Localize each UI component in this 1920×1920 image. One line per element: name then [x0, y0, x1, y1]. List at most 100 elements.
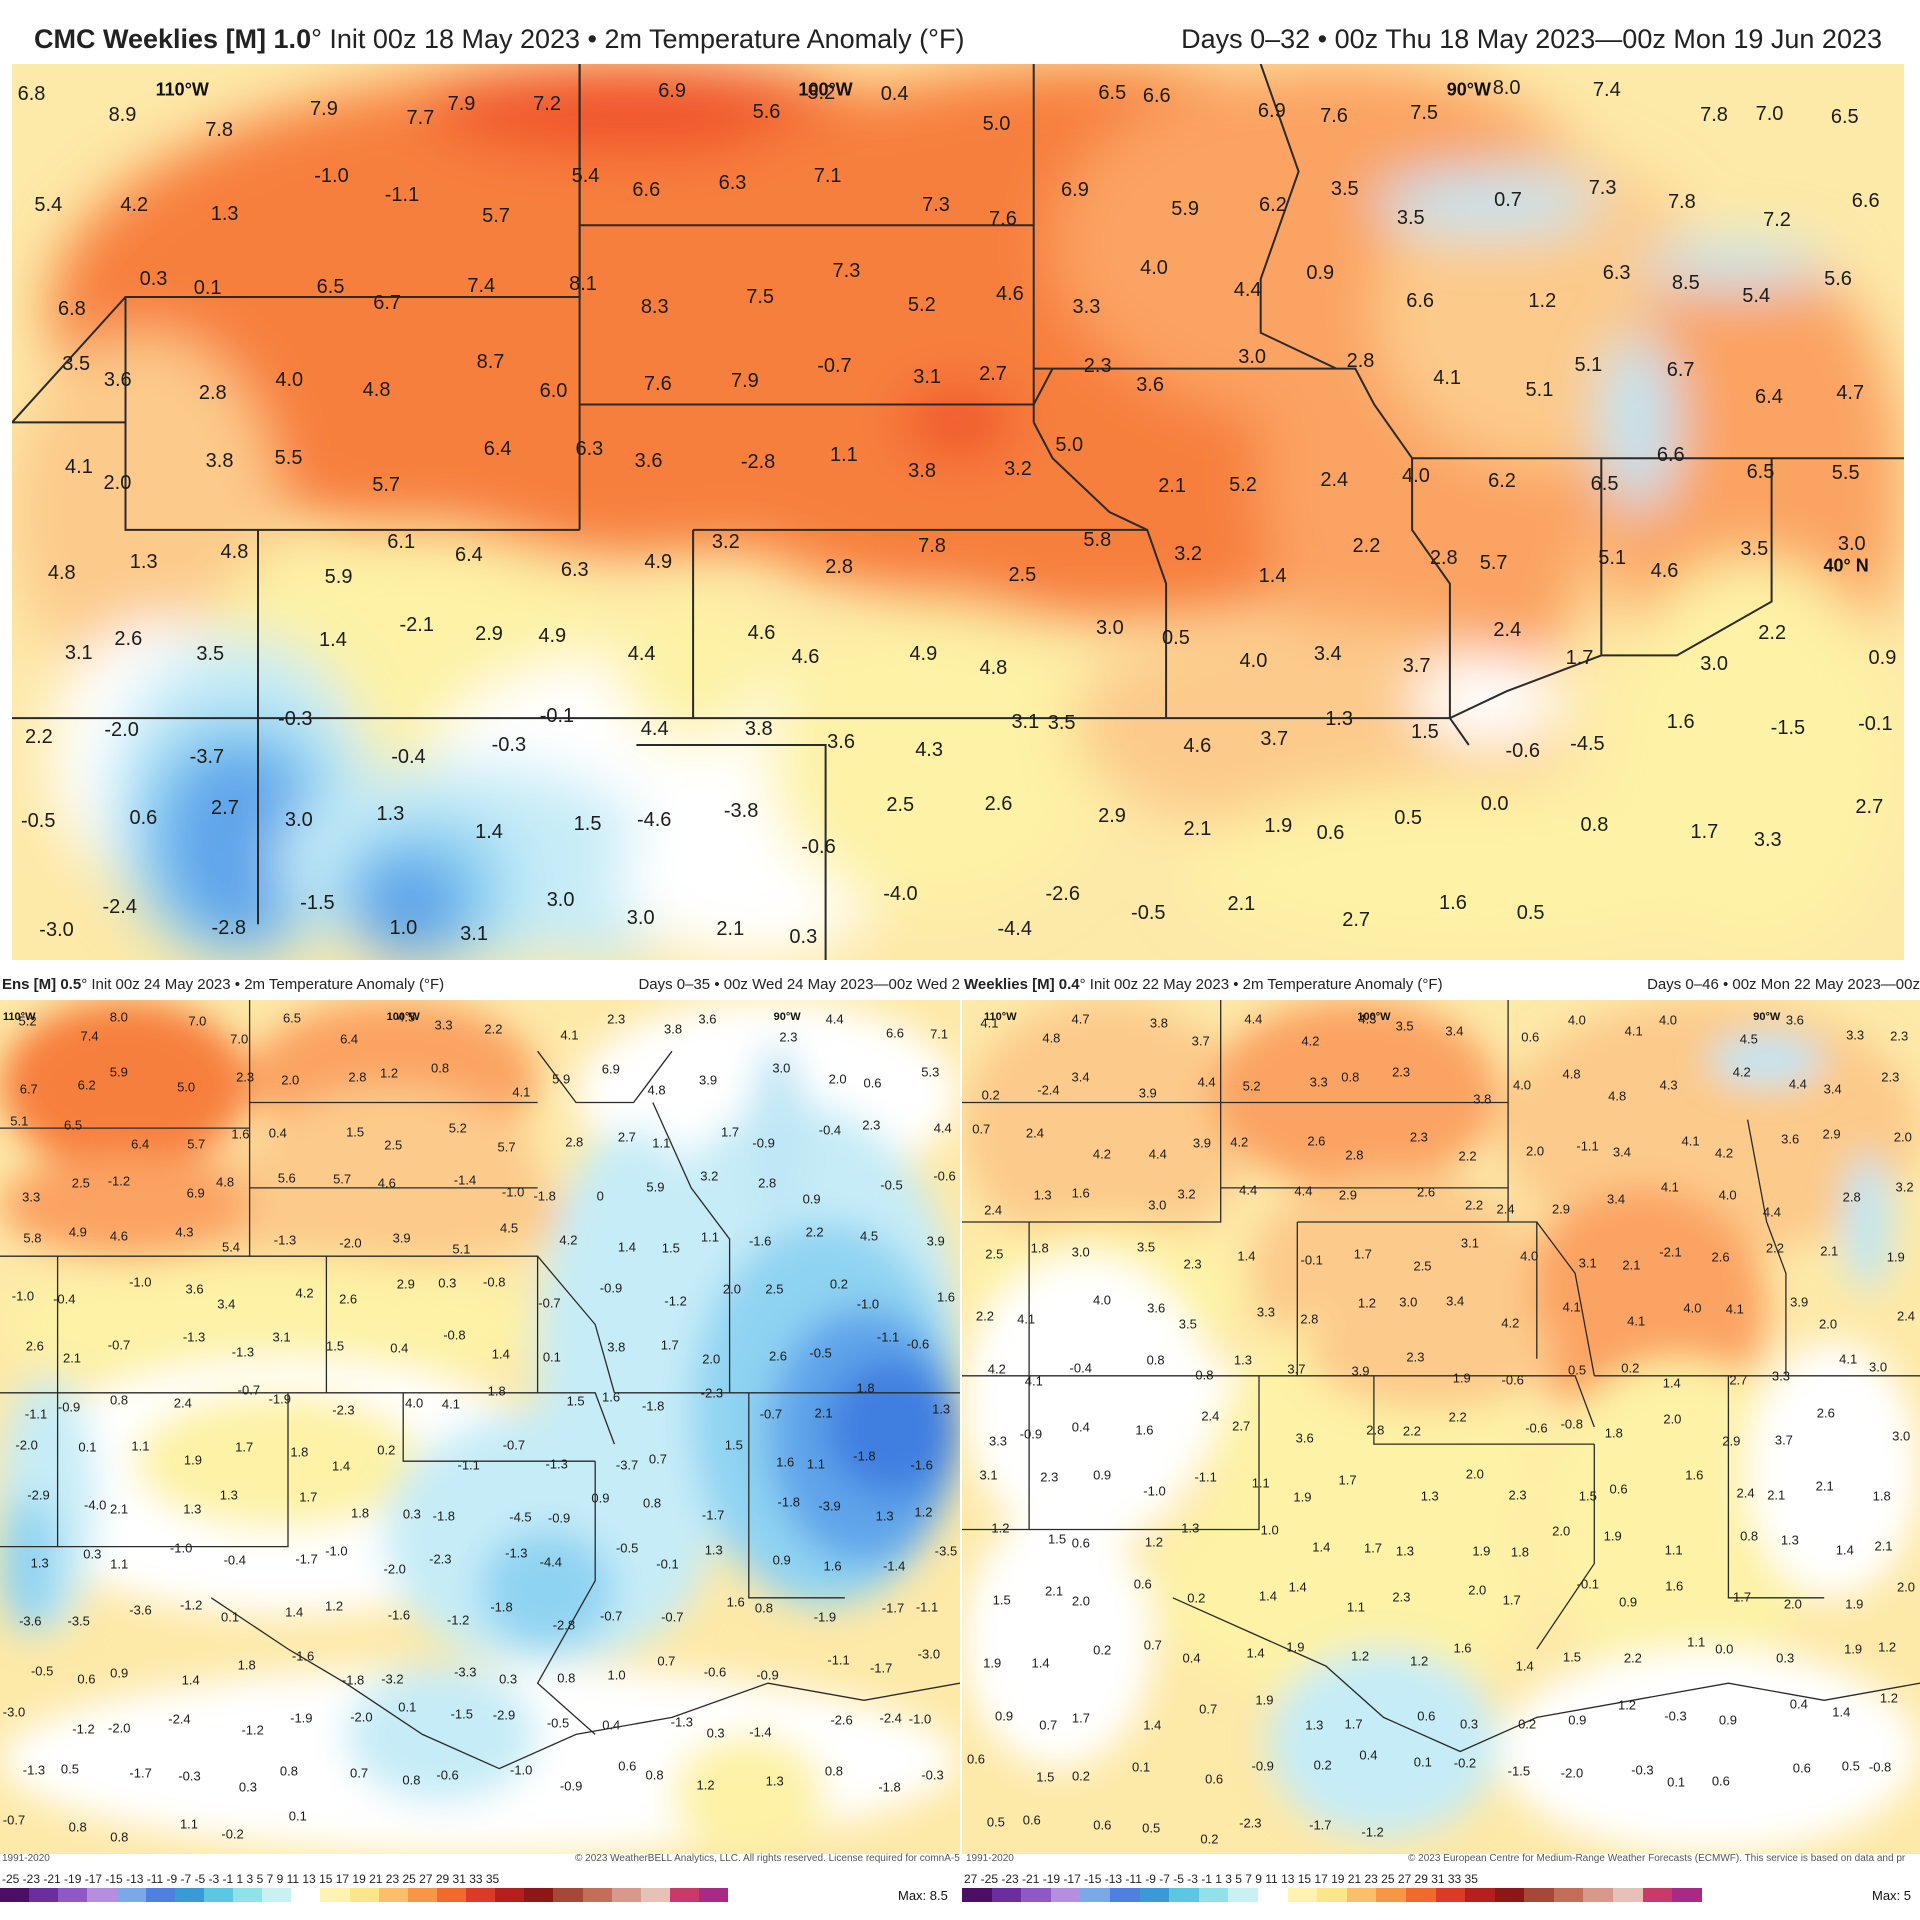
bottom_right-state-border: [1296, 1222, 1595, 1428]
anomaly-value-label: 6.8: [17, 82, 46, 105]
anomaly-value-label: 4.7: [1071, 1011, 1090, 1027]
anomaly-value-label: -2.8: [740, 450, 776, 473]
anomaly-value-label: -0.3: [278, 708, 313, 730]
anomaly-value-label: 2.0: [1893, 1129, 1912, 1145]
top-map-header: CMC Weeklies [M] 1.0° Init 00z 18 May 20…: [0, 0, 1920, 60]
anomaly-value-label: 0.4: [602, 1717, 621, 1733]
anomaly-value-label: 1.6: [776, 1454, 795, 1470]
colorbar-swatch: [233, 1888, 263, 1902]
anomaly-value-label: 6.0: [539, 379, 568, 402]
anomaly-value-label: 0.7: [1199, 1701, 1218, 1717]
anomaly-value-label: 0.3: [438, 1275, 457, 1291]
anomaly-value-label: 3.2: [1177, 1186, 1196, 1202]
top-map-title: CMC Weeklies [M] 1.0: [34, 24, 312, 54]
bottom-left-colorbar: -25 -23 -21 -19 -17 -15 -13 -11 -9 -7 -5…: [0, 1870, 960, 1916]
anomaly-value-label: 1.3: [932, 1401, 951, 1417]
bottom_right-shading: [962, 1000, 1920, 1854]
anomaly-value-label: 2.4: [1320, 468, 1349, 491]
anomaly-value-label: -1.8: [878, 1779, 901, 1795]
anomaly-value-label: 5.9: [552, 1071, 571, 1087]
anomaly-value-label: 6.5: [1098, 81, 1127, 104]
anomaly-value-label: 0.7: [1143, 1637, 1162, 1653]
anomaly-value-label: -1.1: [876, 1329, 900, 1345]
anomaly-value-label: 3.0: [1095, 617, 1124, 640]
anomaly-value-label: -1.1: [457, 1457, 480, 1473]
anomaly-value-label: 4.4: [1148, 1146, 1167, 1162]
anomaly-value-label: 3.3: [988, 1433, 1008, 1449]
colorbar-swatch: [611, 1888, 641, 1902]
anomaly-value-label: -0.3: [1631, 1762, 1654, 1778]
anomaly-value-label: 5.0: [1055, 434, 1084, 457]
colorbar-swatch: [962, 1888, 992, 1902]
top-state-border: [1032, 421, 1148, 531]
anomaly-value-label: 3.1: [272, 1329, 291, 1345]
anomaly-value-label: 2.8: [1366, 1422, 1385, 1438]
anomaly-value-label: -0.5: [615, 1540, 639, 1556]
anomaly-value-label: 3.5: [1395, 1018, 1414, 1034]
anomaly-value-label: -2.3: [700, 1385, 724, 1401]
anomaly-value-label: -0.3: [178, 1768, 201, 1784]
anomaly-value-label: 5.1: [452, 1241, 471, 1257]
colorbar-swatch: [1346, 1888, 1377, 1902]
anomaly-value-label: -1.6: [910, 1457, 933, 1473]
anomaly-value-label: 1.9: [1603, 1528, 1622, 1544]
anomaly-value-label: 4.1: [1024, 1373, 1043, 1389]
bottom-left-scale-ticks: -25 -23 -21 -19 -17 -15 -13 -11 -9 -7 -5…: [2, 1872, 500, 1886]
anomaly-value-label: 3.0: [772, 1060, 791, 1076]
anomaly-value-label: 1.8: [237, 1657, 256, 1673]
colorbar-swatch: [349, 1888, 379, 1902]
colorbar-swatch: [1672, 1888, 1702, 1902]
anomaly-value-label: 5.1: [1598, 546, 1627, 569]
anomaly-value-label: 2.8: [1429, 546, 1458, 569]
anomaly-value-label: 1.3: [1181, 1520, 1200, 1536]
anomaly-value-label: -0.1: [1576, 1576, 1600, 1592]
anomaly-value-label: 3.9: [699, 1072, 718, 1088]
anomaly-value-label: 2.8: [348, 1069, 367, 1085]
anomaly-value-label: 2.0: [1819, 1316, 1838, 1332]
anomaly-value-label: -0.7: [2, 1812, 26, 1828]
anomaly-value-label: 4.4: [640, 717, 669, 740]
colorbar-swatch: [320, 1888, 350, 1902]
anomaly-value-label: 4.0: [275, 369, 304, 392]
anomaly-value-label: 5.9: [324, 565, 353, 588]
top-anomaly-area: [768, 601, 1110, 916]
anomaly-value-label: 3.6: [827, 731, 855, 754]
anomaly-value-label: 1.6: [823, 1558, 842, 1574]
anomaly-value-label: 4.1: [441, 1396, 460, 1412]
anomaly-value-label: 4.1: [1624, 1023, 1643, 1039]
anomaly-value-label: 4.1: [1017, 1311, 1036, 1327]
anomaly-value-label: 1.4: [319, 628, 347, 651]
anomaly-value-label: 3.0: [1399, 1294, 1418, 1310]
bottom_right-state-border: [1536, 1221, 1595, 1376]
anomaly-value-label: 3.2: [711, 531, 740, 554]
anomaly-value-label: -1.3: [182, 1329, 206, 1345]
anomaly-value-label: 0.8: [1740, 1528, 1759, 1544]
bottom_left-anomaly-area: [134, 1392, 423, 1530]
anomaly-value-label: 3.2: [1895, 1179, 1914, 1195]
anomaly-value-label: 1.3: [129, 551, 158, 574]
anomaly-value-label: 5.8: [23, 1230, 42, 1246]
anomaly-value-label: 1.8: [1510, 1544, 1529, 1560]
anomaly-value-label: 5.4: [34, 194, 63, 217]
anomaly-value-label: 1.1: [110, 1556, 129, 1572]
anomaly-value-label: 3.1: [913, 366, 942, 389]
anomaly-value-label: 8.7: [476, 351, 505, 374]
anomaly-value-label: -4.4: [539, 1554, 563, 1570]
anomaly-value-label: 5.9: [646, 1179, 665, 1195]
anomaly-value-label: -1.0: [129, 1274, 152, 1290]
anomaly-value-label: 7.3: [922, 194, 950, 217]
anomaly-value-label: 6.2: [1488, 470, 1516, 493]
anomaly-value-label: 3.8: [1473, 1091, 1492, 1107]
top-state-border: [693, 528, 1168, 719]
bottom-left-color-strip: [0, 1888, 729, 1902]
anomaly-value-label: 0.2: [1093, 1642, 1112, 1658]
bottom_right-anomaly-area: [1498, 1649, 1920, 1854]
anomaly-value-label: 3.3: [434, 1017, 453, 1033]
anomaly-value-label: 6.7: [19, 1081, 38, 1097]
anomaly-value-label: 0.6: [1022, 1812, 1041, 1828]
bottom-left-map-area: 110°W 100°W 90°W 5.2 7.4 8.0 7.0 7.0 6.5 6.4 4.5 3.…: [0, 1000, 960, 1854]
anomaly-value-label: 3.9: [1192, 1135, 1211, 1151]
anomaly-value-label: 1.2: [1144, 1534, 1163, 1550]
anomaly-value-label: 0.6: [77, 1671, 96, 1687]
anomaly-value-label: 1.8: [487, 1383, 506, 1399]
